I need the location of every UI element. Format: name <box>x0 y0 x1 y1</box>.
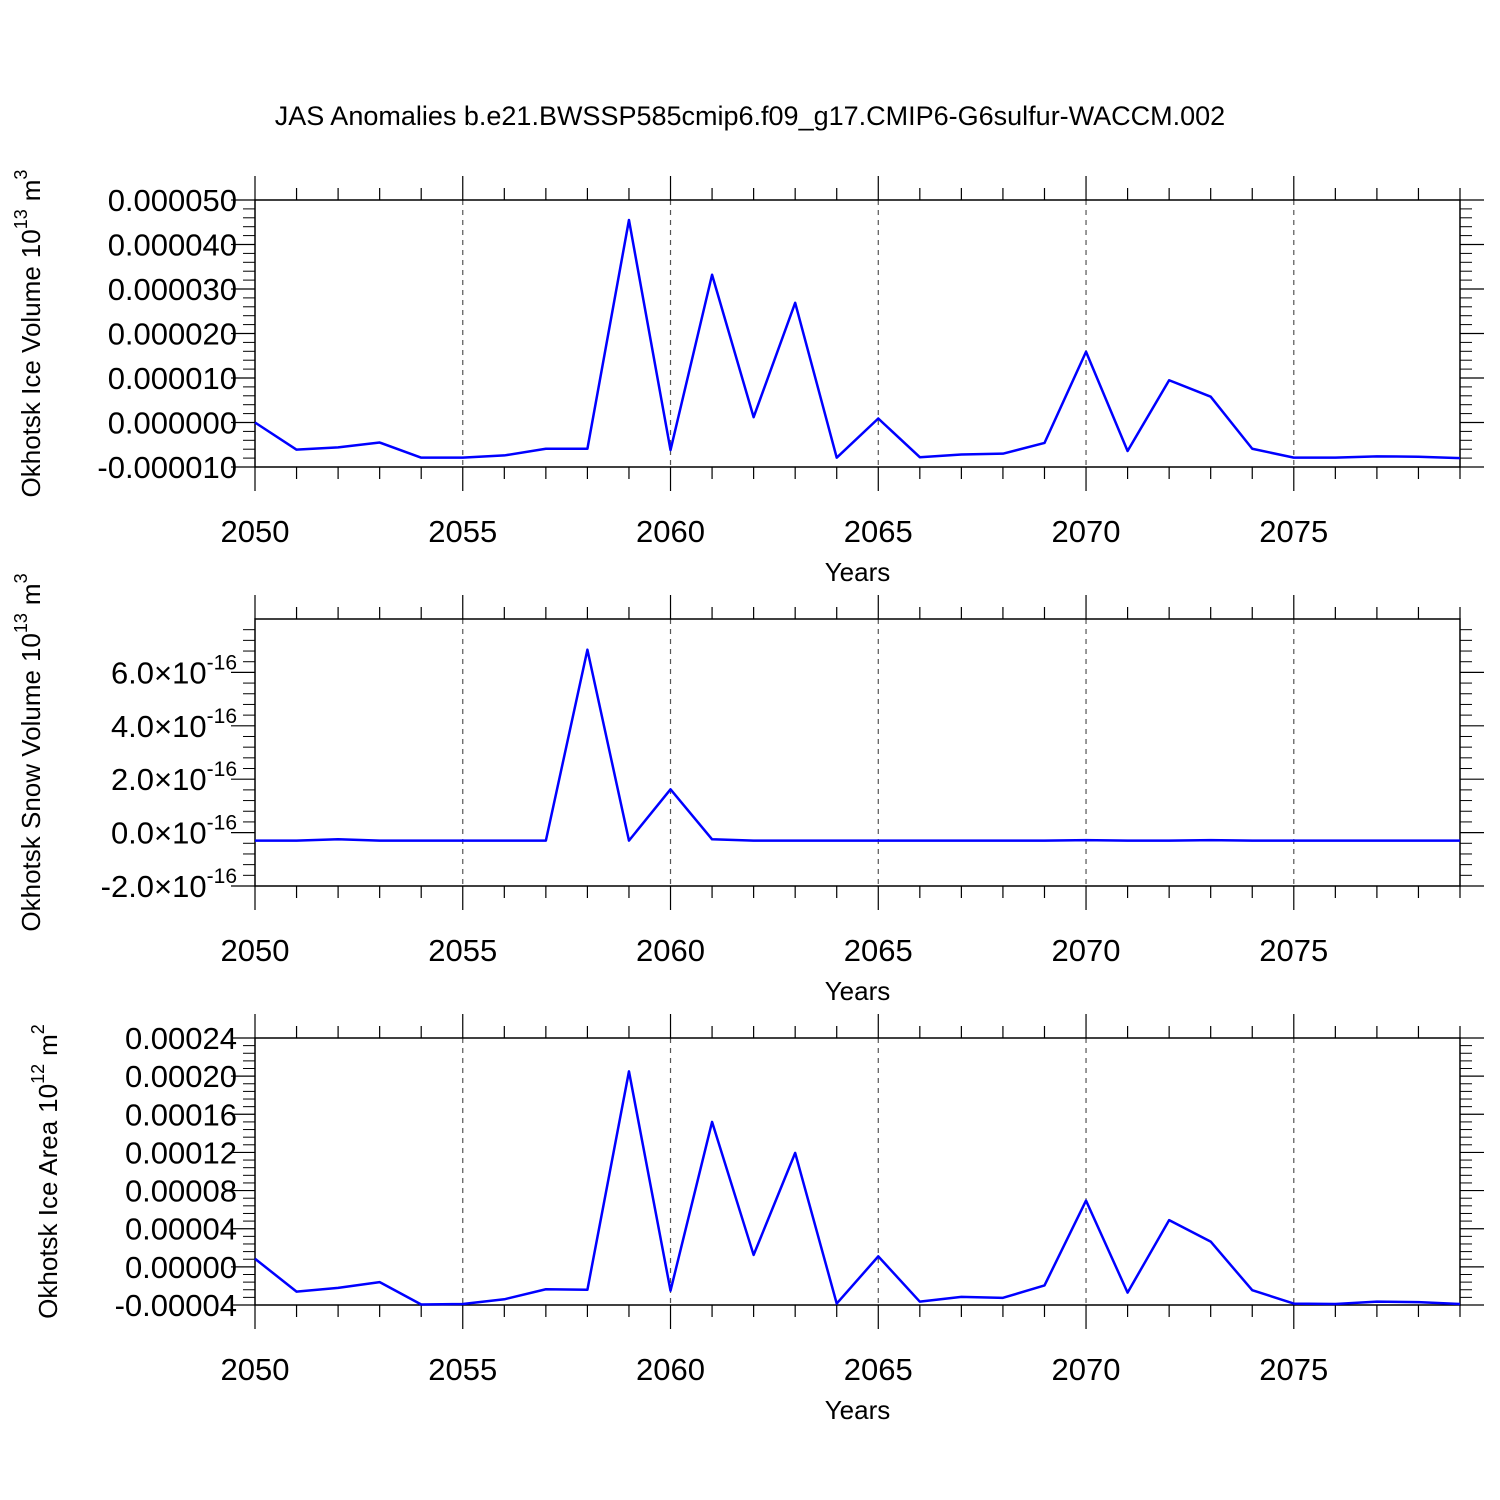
y-tick-base: 10 <box>172 655 206 690</box>
y-axis-unit-tail-exp: 2 <box>28 1024 48 1034</box>
y-tick-exponent: -16 <box>207 705 237 728</box>
x-tick-label: 2075 <box>1259 933 1328 968</box>
y-tick-label: 0.00012 <box>125 1135 237 1170</box>
y-tick-label: 0.00020 <box>125 1059 237 1094</box>
y-tick-times: × <box>154 709 172 744</box>
y-tick-label: 0.000020 <box>108 317 237 352</box>
y-tick-label: 0.0×10-16 <box>111 812 237 851</box>
y-axis-unit-tail: m <box>16 583 46 605</box>
y-tick-label: -0.000010 <box>97 450 237 485</box>
y-tick-label: 0.000000 <box>108 406 237 441</box>
x-tick-label: 2070 <box>1052 514 1121 549</box>
x-tick-label: 2065 <box>844 933 913 968</box>
y-tick-label: 6.0×10-16 <box>111 651 237 690</box>
y-tick-exponent: -16 <box>207 865 237 888</box>
y-axis-label-text: Okhotsk Ice Area <box>33 1120 63 1319</box>
y-tick-label: -0.00004 <box>115 1288 237 1323</box>
plot-frame <box>254 618 1461 887</box>
plot-frame <box>254 1037 1461 1306</box>
x-tick-label: 2050 <box>221 1352 290 1387</box>
x-tick-label: 2060 <box>636 933 705 968</box>
x-tick-label: 2050 <box>221 514 290 549</box>
y-tick-label: 0.00008 <box>125 1174 237 1209</box>
y-axis-unit-tail: m <box>33 1034 63 1056</box>
x-tick-label: 2075 <box>1259 514 1328 549</box>
x-tick-label: 2055 <box>428 514 497 549</box>
x-axis-label: Years <box>825 557 891 587</box>
x-tick-label: 2070 <box>1052 933 1121 968</box>
y-axis-unit-base: 10 <box>33 1084 63 1113</box>
y-tick-base: 10 <box>172 709 206 744</box>
y-axis-unit-tail: m <box>16 180 46 202</box>
x-tick-label: 2070 <box>1052 1352 1121 1387</box>
figure-title: JAS Anomalies b.e21.BWSSP585cmip6.f09_g1… <box>275 101 1225 131</box>
y-axis-unit-base: 10 <box>16 229 46 258</box>
y-tick-mantissa: 6.0 <box>111 655 154 690</box>
y-axis-label: Okhotsk Snow Volume 1013 m3 <box>11 573 46 931</box>
y-tick-mantissa: 0.0 <box>111 816 154 851</box>
y-tick-base: 10 <box>172 816 206 851</box>
y-tick-exponent: -16 <box>207 651 237 674</box>
y-axis-label: Okhotsk Ice Volume 1013 m3 <box>11 170 46 498</box>
y-tick-label: -2.0×10-16 <box>101 865 237 904</box>
y-axis-label: Okhotsk Ice Area 1012 m2 <box>28 1024 63 1319</box>
x-axis-label: Years <box>825 1395 891 1425</box>
y-axis-label-text: Okhotsk Snow Volume <box>16 670 46 932</box>
y-axis-unit-exp: 13 <box>11 209 31 229</box>
panel-ice-area: 2050 2055 2060 2065 2070 2075-0.000040.000000… <box>28 1014 1484 1425</box>
panel-ice-volume: 2050 2055 2060 2065 2070 2075 -0.000010 0.00000… <box>11 170 1484 587</box>
x-axis-label: Years <box>825 976 891 1006</box>
y-tick-label: 4.0×10-16 <box>111 705 237 744</box>
y-tick-label: 0.000040 <box>108 228 237 263</box>
y-tick-label: 0.00000 <box>125 1250 237 1285</box>
y-tick-label: 0.000010 <box>108 361 237 396</box>
x-tick-label: 2055 <box>428 1352 497 1387</box>
x-tick-label: 2050 <box>221 933 290 968</box>
x-tick-label: 2060 <box>636 1352 705 1387</box>
y-tick-base: 10 <box>172 869 206 904</box>
x-tick-label: 2065 <box>844 514 913 549</box>
y-tick-label: 0.00016 <box>125 1097 237 1132</box>
x-tick-label: 2055 <box>428 933 497 968</box>
y-tick-base: 10 <box>172 762 206 797</box>
y-tick-label: 0.00024 <box>125 1021 237 1056</box>
x-tick-label: 2075 <box>1259 1352 1328 1387</box>
y-tick-times: × <box>154 762 172 797</box>
series-line <box>255 648 1460 842</box>
y-axis-label-text: Okhotsk Ice Volume <box>16 266 46 497</box>
y-tick-mantissa: 4.0 <box>111 709 154 744</box>
y-tick-exponent: -16 <box>207 812 237 835</box>
y-axis-unit-base: 10 <box>16 633 46 662</box>
y-tick-exponent: -16 <box>207 758 237 781</box>
y-axis-unit-exp: 13 <box>11 613 31 633</box>
y-tick-mantissa: 2.0 <box>111 762 154 797</box>
x-tick-label: 2060 <box>636 514 705 549</box>
y-tick-times: × <box>154 869 172 904</box>
y-tick-times: × <box>154 655 172 690</box>
y-axis-unit-tail-exp: 3 <box>11 573 31 583</box>
y-tick-label: 0.000030 <box>108 272 237 307</box>
x-tick-label: 2065 <box>844 1352 913 1387</box>
y-tick-label: 0.000050 <box>108 183 237 218</box>
y-tick-label: 0.00004 <box>125 1212 237 1247</box>
y-axis-unit-exp: 12 <box>28 1064 48 1084</box>
series-line <box>254 1070 1461 1306</box>
panel-snow-volume: 2050 2055 2060 2065 2070 2075-2.0×10-160.0×10… <box>11 573 1484 1006</box>
y-tick-times: × <box>154 816 172 851</box>
series-line <box>254 218 1461 460</box>
y-axis-unit-tail-exp: 3 <box>11 170 31 180</box>
y-tick-mantissa: -2.0 <box>101 869 154 904</box>
y-tick-label: 2.0×10-16 <box>111 758 237 797</box>
